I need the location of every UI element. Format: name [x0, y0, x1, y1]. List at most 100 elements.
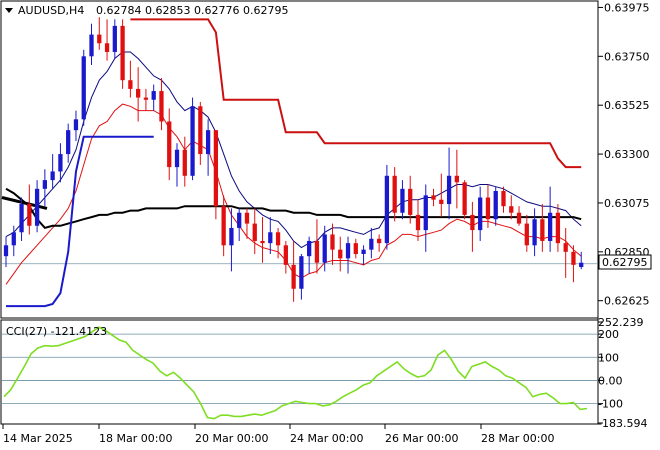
candle — [190, 97, 195, 181]
candle-body — [104, 43, 110, 52]
candle-body — [260, 240, 265, 244]
candle — [112, 19, 117, 59]
candle-body — [493, 191, 498, 220]
candle — [136, 67, 141, 122]
candle-body — [237, 212, 242, 228]
time-tick-label: 18 Mar 00:00 — [99, 432, 172, 445]
candle-body — [299, 256, 304, 289]
candle-body — [66, 130, 71, 155]
candle — [423, 184, 428, 252]
candle — [128, 60, 133, 98]
candle — [338, 236, 343, 272]
trend-segment-line — [1, 196, 48, 210]
cci-tick-label: -100 — [598, 398, 623, 411]
candle-body — [431, 195, 436, 200]
candle — [11, 225, 16, 257]
candle — [400, 180, 405, 220]
candle — [563, 227, 568, 278]
candle-body — [579, 262, 584, 268]
candle-body — [136, 88, 141, 98]
candle — [361, 245, 366, 265]
candle — [291, 240, 296, 302]
candle-body — [540, 219, 545, 241]
cci-plot — [2, 326, 597, 420]
candle — [376, 234, 382, 252]
candle-body — [353, 243, 358, 254]
candle-body — [205, 130, 211, 155]
candle-body — [454, 175, 459, 183]
candle — [408, 175, 413, 224]
candle-body — [439, 199, 444, 205]
candle — [322, 225, 327, 272]
candle-body — [485, 197, 491, 220]
cci-tick-label: 0.00 — [598, 374, 623, 387]
candle-body — [307, 240, 312, 257]
candle-body — [81, 56, 86, 120]
candle — [42, 169, 48, 207]
candle-body — [198, 106, 203, 155]
candle — [579, 251, 584, 270]
symbol-label: AUDUSD,H4 — [18, 4, 84, 17]
candle — [120, 19, 125, 89]
candle — [454, 149, 459, 209]
candle — [213, 130, 219, 220]
candle — [485, 184, 491, 228]
candle — [205, 119, 211, 176]
time-tick-label: 14 Mar 2025 — [3, 432, 73, 445]
candle-body — [73, 119, 79, 131]
candle-body — [376, 238, 382, 244]
resistance-band-line — [130, 18, 582, 169]
candle — [431, 188, 436, 207]
candle-body — [229, 227, 234, 246]
candle — [221, 195, 226, 257]
price-plot — [1, 17, 597, 308]
candle-body — [190, 106, 195, 176]
candle-body — [392, 175, 397, 213]
candle — [260, 217, 265, 263]
candle — [244, 208, 250, 239]
candle-body — [361, 249, 366, 254]
candle — [516, 206, 522, 226]
price-axis: 0.639750.637500.635250.633000.630750.628… — [598, 1, 650, 308]
candle-body — [167, 121, 172, 168]
candle — [27, 184, 32, 235]
candle-body — [563, 243, 568, 252]
candle — [314, 219, 320, 274]
candle-body — [221, 206, 226, 246]
candle — [345, 236, 351, 274]
candle — [369, 227, 374, 259]
candle-body — [478, 197, 483, 231]
candle-body — [11, 232, 16, 246]
candle-body — [509, 206, 514, 213]
candle — [104, 19, 110, 61]
candle-body — [42, 180, 48, 189]
candle-body — [516, 212, 522, 224]
candle — [384, 164, 390, 250]
candle — [353, 238, 358, 259]
candle — [159, 78, 164, 131]
candle — [34, 180, 40, 233]
support-band-line — [6, 135, 154, 308]
candle — [229, 208, 234, 272]
candle — [237, 208, 242, 241]
candle-body — [547, 212, 553, 241]
current-price-badge — [598, 254, 652, 270]
candle-body — [462, 182, 467, 215]
candle-body — [58, 154, 63, 172]
candle-body — [470, 214, 475, 231]
candle-body — [268, 232, 273, 244]
candle-body — [283, 245, 288, 265]
candle-body — [50, 171, 55, 181]
candle-body — [34, 188, 40, 226]
candle — [66, 123, 71, 163]
candle-body — [369, 238, 374, 250]
candle — [415, 199, 421, 241]
candle — [524, 214, 529, 252]
moving-average-line — [5, 187, 582, 230]
candle-body — [244, 212, 250, 224]
cci-tick-label: 100 — [598, 351, 619, 364]
candle-body — [19, 204, 24, 233]
price-tick-label: 0.63750 — [604, 50, 650, 63]
collapse-triangle-icon[interactable] — [5, 8, 13, 13]
cci-tick-label: 252.239 — [598, 316, 644, 329]
